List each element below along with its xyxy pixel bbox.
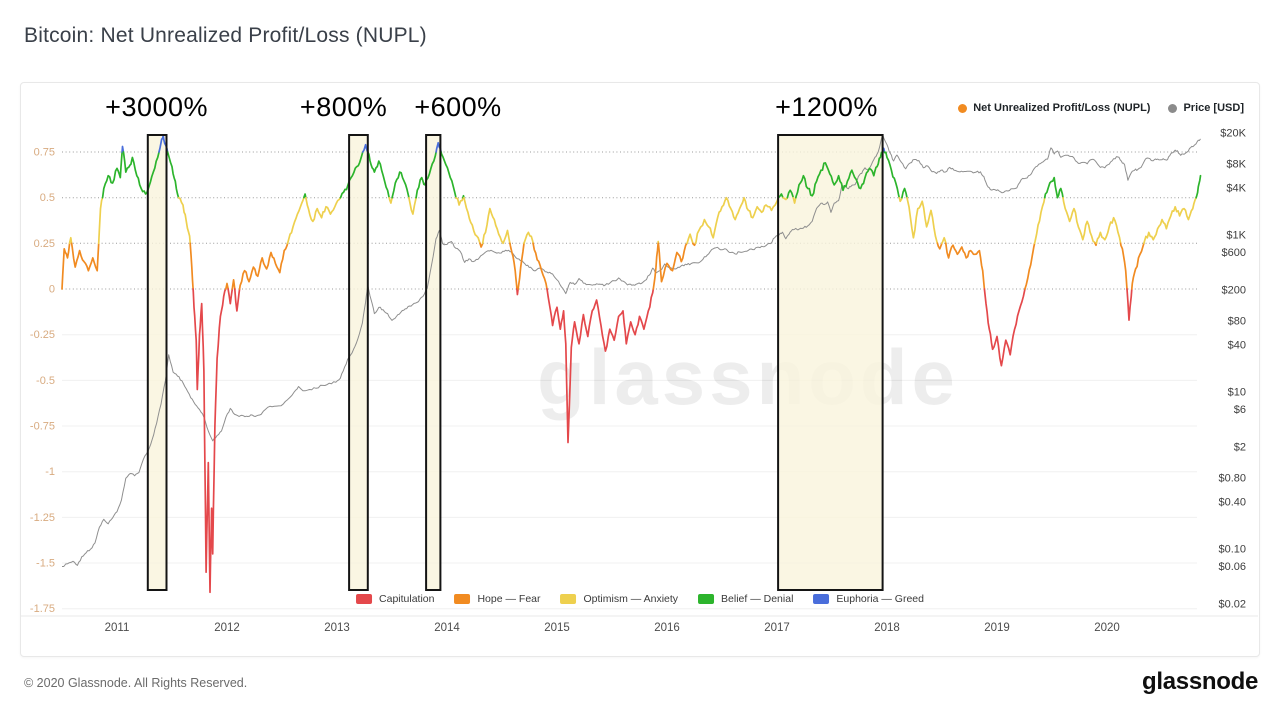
chart-card xyxy=(20,82,1260,657)
band-legend-label: Capitulation xyxy=(379,593,435,605)
band-swatch-icon xyxy=(813,594,830,604)
chart-series-legend: Net Unrealized Profit/Loss (NUPL) Price [… xyxy=(940,102,1244,114)
annotation-600pct: +600% xyxy=(414,92,502,122)
band-legend-item-belief-denial: Belief — Denial xyxy=(698,593,793,605)
annotation-800pct: +800% xyxy=(299,92,388,122)
band-legend-label: Optimism — Anxiety xyxy=(583,593,679,605)
band-swatch-icon xyxy=(560,594,577,604)
sentiment-bands-legend: Capitulation Hope — Fear Optimism — Anxiet… xyxy=(356,593,924,605)
annotation-3000pct: +3000% xyxy=(105,92,209,122)
glassnode-logo: glassnode xyxy=(1142,668,1258,695)
series-legend-item-nupl[interactable]: Net Unrealized Profit/Loss (NUPL) xyxy=(958,102,1150,114)
band-swatch-icon xyxy=(356,594,373,604)
band-legend-label: Belief — Denial xyxy=(721,593,794,605)
legend-dot-icon xyxy=(1168,103,1178,113)
band-legend-label: Hope — Fear xyxy=(477,593,541,605)
band-swatch-icon xyxy=(454,594,471,604)
band-swatch-icon xyxy=(698,594,715,604)
legend-dot-icon xyxy=(958,103,968,113)
band-legend-label: Euphoria — Greed xyxy=(836,593,924,605)
copyright-text: © 2020 Glassnode. All Rights Reserved. xyxy=(24,676,248,690)
band-legend-item-hope-fear: Hope — Fear xyxy=(454,593,541,605)
legend-label: Price [USD] xyxy=(1183,102,1244,114)
annotation-1200pct: +1200% xyxy=(775,92,878,122)
page-title: Bitcoin: Net Unrealized Profit/Loss (NUP… xyxy=(24,24,427,47)
series-legend-item-price[interactable]: Price [USD] xyxy=(1168,102,1244,114)
band-legend-item-capitulation: Capitulation xyxy=(356,593,434,605)
band-legend-item-optimism-anxiety: Optimism — Anxiety xyxy=(560,593,679,605)
legend-label: Net Unrealized Profit/Loss (NUPL) xyxy=(973,102,1151,114)
band-legend-item-euphoria-greed: Euphoria — Greed xyxy=(813,593,924,605)
